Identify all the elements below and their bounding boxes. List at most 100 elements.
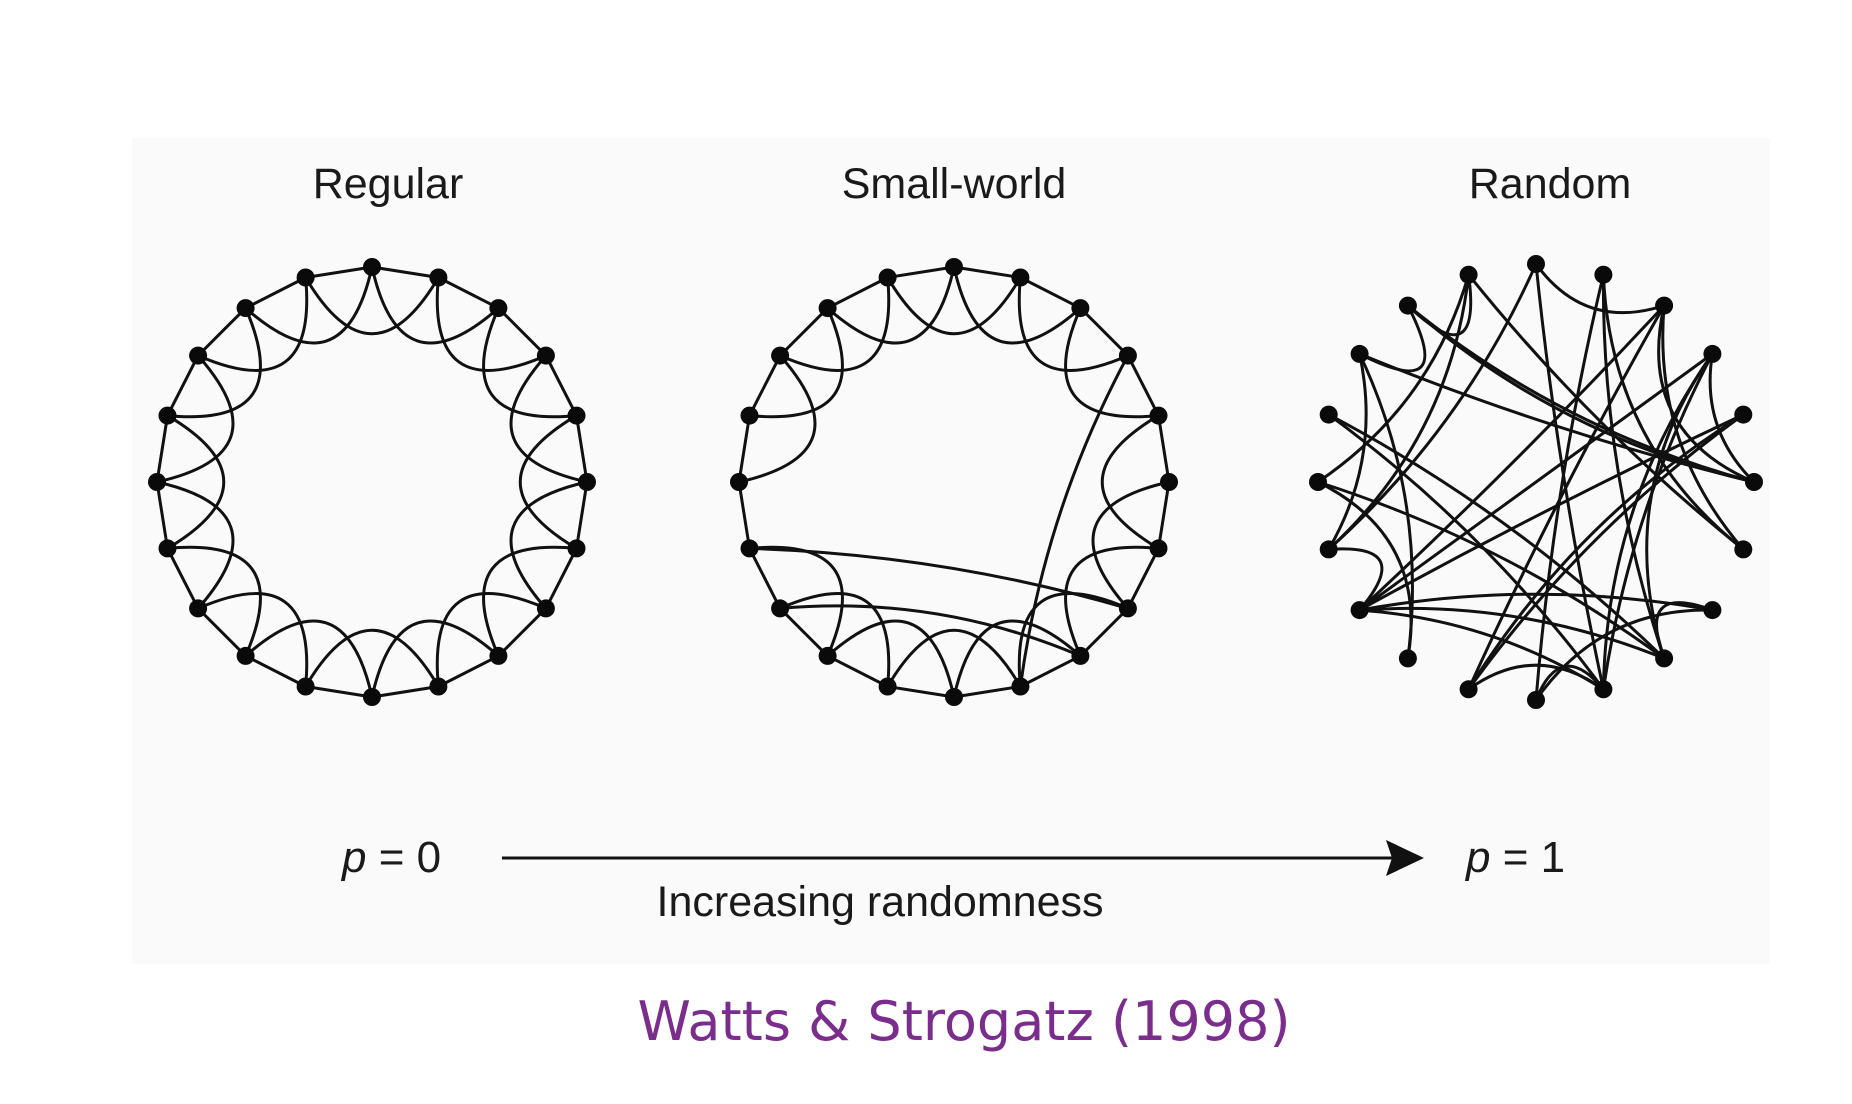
random-node [1350,601,1369,620]
small-world-shortcut [779,604,1081,658]
small-world-node [771,346,790,365]
small-world-edge [952,266,1082,345]
small-world-node [878,268,897,287]
random-edge [1661,305,1745,551]
random-edge [1359,352,1755,484]
random-edge [1359,608,1605,691]
small-world-node [1118,599,1137,618]
regular-edge [156,480,235,610]
regular-edge [197,277,309,372]
random-edge [1328,413,1666,660]
small-world-edge [1017,592,1129,687]
small-world-shortcut [1018,354,1130,687]
small-world-edge [1101,414,1160,550]
small-world-node [1160,473,1178,491]
regular-edge [482,307,577,419]
small-world-node [1011,677,1030,696]
random-node [1594,265,1613,284]
regular-edge [167,307,262,419]
random-edge [1601,274,1745,551]
regular-node [189,346,208,365]
random-edge [1358,413,1744,612]
random-edge [1467,273,1745,551]
small-world-node [740,539,759,558]
random-edge [1317,480,1665,660]
regular-node [296,677,315,696]
regular-node [236,646,255,665]
small-world-edge [952,619,1082,698]
regular-node [158,406,177,425]
regular-edge [435,592,547,687]
random-node [1350,344,1369,363]
panel-title-random: Random [1469,160,1632,208]
regular-node [536,346,555,365]
small-world-edge [826,266,956,345]
random-edge [1534,608,1713,701]
random-node [1398,296,1417,315]
small-world-node [740,406,759,425]
random-node [1459,265,1478,284]
random-node [1734,540,1753,559]
small-world-node [1149,406,1168,425]
regular-edge [435,277,547,372]
random-edge [1601,353,1714,690]
random-edge [1467,413,1745,691]
random-network [1309,255,1763,709]
random-edge [1534,274,1605,701]
regular-node [158,539,177,558]
regular-node [363,688,381,706]
regular-network [148,258,596,706]
small-world-node [1011,268,1030,287]
regular-node [148,473,166,491]
regular-edge [244,619,374,698]
regular-node [236,299,255,318]
small-world-node [818,646,837,665]
random-edge [1406,274,1473,337]
random-node [1319,405,1338,424]
regular-node [567,406,586,425]
random-edge [1358,352,1714,612]
random-edge [1601,274,1666,659]
random-edge [1317,274,1471,484]
p-end-label: p = 1 [1464,833,1565,882]
small-world-node [945,258,963,276]
regular-node [189,599,208,618]
small-world-node [771,599,790,618]
small-world-node [1071,299,1090,318]
random-edge [1601,353,1714,690]
panel-title-small-world: Small-world [842,160,1067,208]
small-world-edge [779,592,891,687]
small-world-network [730,258,1178,706]
small-world-edge [749,307,844,419]
small-world-edge [738,354,817,484]
regular-node [489,299,508,318]
regular-edge [166,414,226,550]
regular-node [567,539,586,558]
random-node [1594,680,1613,699]
regular-edge [304,276,440,335]
random-node [1655,296,1674,315]
small-world-node [730,473,748,491]
citation-text: Watts & Strogatz (1998) [637,990,1290,1053]
small-world-node [1071,646,1090,665]
small-world-edge [886,629,1022,688]
small-world-node [878,677,897,696]
random-edge [1327,353,1368,551]
regular-node [536,599,555,618]
small-world-node [945,688,963,706]
random-edge [1534,263,1665,315]
random-node [1527,255,1545,273]
random-node [1655,649,1674,668]
random-node [1703,601,1722,620]
small-world-node [1149,539,1168,558]
small-world-edge [749,545,844,657]
regular-edge [197,592,309,687]
random-edge [1467,413,1745,691]
regular-node [578,473,596,491]
random-node [1745,473,1763,491]
random-node [1459,680,1478,699]
random-edge [1406,304,1755,484]
small-world-edge [779,277,891,372]
random-node [1309,473,1327,491]
